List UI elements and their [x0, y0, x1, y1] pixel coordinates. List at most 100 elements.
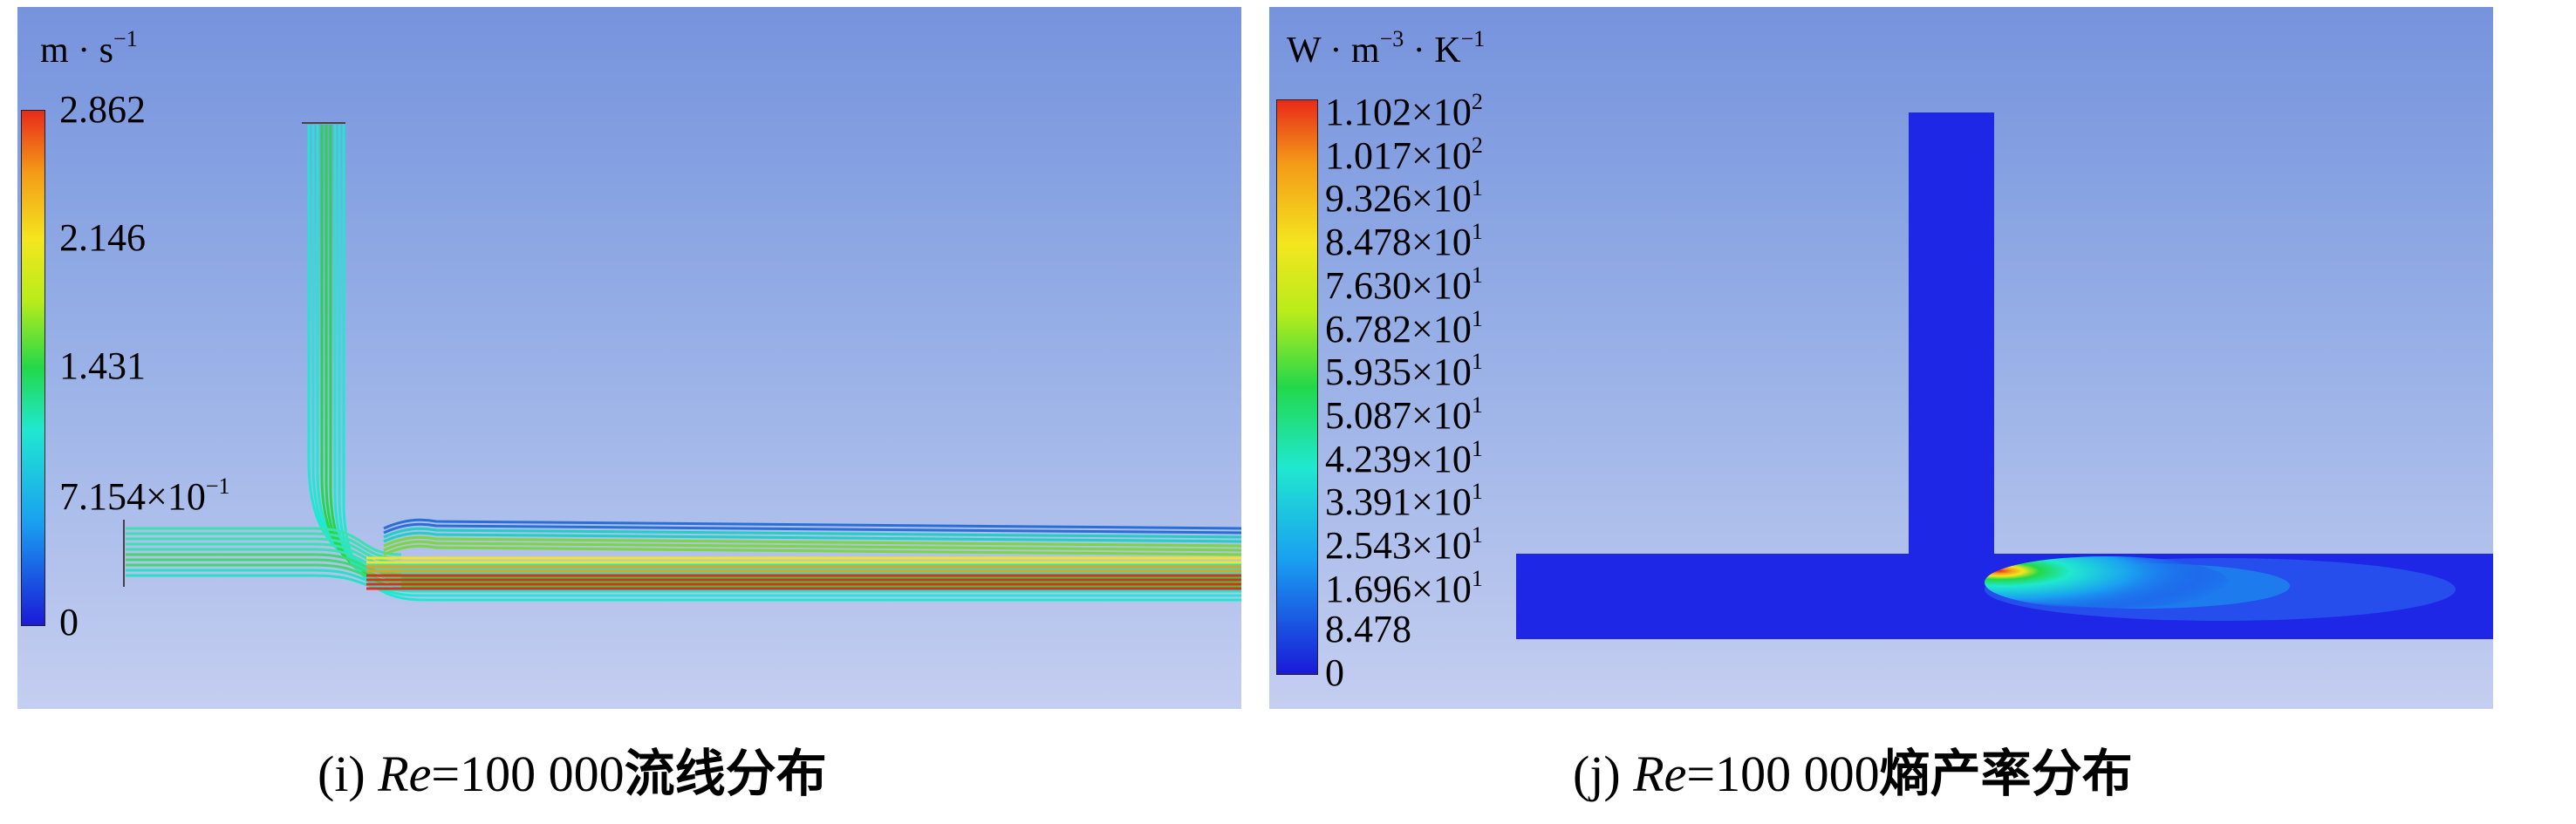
- entropy-unit: W · m−3 · K−1: [1287, 26, 1485, 72]
- tick-exponent: 1: [1471, 392, 1483, 418]
- colorbar-tick: 2.543×101: [1325, 524, 1483, 565]
- recirculation-streamline: [383, 527, 1241, 539]
- tick-value: 1.102×10: [1325, 91, 1472, 133]
- tick-value: 9.326×10: [1325, 177, 1472, 221]
- unit-m: m: [1350, 31, 1380, 71]
- tick-exponent: 1: [1471, 435, 1483, 461]
- caption-label: (j): [1573, 746, 1621, 802]
- tick-value: 4.239×10: [1325, 437, 1472, 480]
- colorbar-tick: 0: [59, 603, 79, 642]
- unit-exp-m: −3: [1379, 26, 1404, 51]
- unit-w: W: [1287, 31, 1321, 71]
- tick-value: 1.017×10: [1325, 133, 1472, 177]
- caption-re: Re: [1633, 746, 1687, 802]
- recirculation-streamline: [383, 518, 1241, 530]
- tick-value: 2.862: [59, 88, 146, 131]
- recirculation-streamline: [383, 540, 1241, 552]
- colorbar-tick: 1.102×102: [1325, 91, 1483, 132]
- unit-dot: ·: [1329, 31, 1343, 71]
- unit-dot: ·: [78, 31, 91, 71]
- tick-exponent: 1: [1471, 175, 1483, 201]
- tick-value: 1.696×10: [1325, 567, 1472, 610]
- entropy-hotspot: [1985, 556, 2229, 609]
- inflow-streamline: [126, 548, 402, 572]
- recirculation-streamline: [383, 531, 1241, 543]
- colorbar-tick: 7.630×101: [1325, 262, 1483, 307]
- tick-exponent: 1: [1471, 305, 1483, 331]
- entropy-panel: W · m−3 · K−1 1.102×102 1.017×102 9.326×10…: [1269, 7, 2493, 709]
- caption-label: (i): [318, 746, 366, 802]
- tick-exponent: 1: [1471, 219, 1483, 245]
- inflow-streamline: [126, 553, 402, 575]
- branch-streamline: [307, 125, 1241, 567]
- tick-value: 7.154×10: [59, 475, 206, 518]
- tick-value: 8.478: [1325, 608, 1411, 651]
- inflow-streamline: [126, 558, 402, 580]
- main-streamlines: [126, 527, 1241, 591]
- inflow-streamline: [126, 563, 402, 583]
- colorbar-tick: 1.431: [59, 347, 146, 385]
- tick-exponent: 2: [1471, 132, 1483, 158]
- tick-value: 2.146: [59, 216, 146, 259]
- tick-value: 1.431: [59, 344, 146, 387]
- recirculation-streamline: [383, 522, 1241, 535]
- tick-value: 5.935×10: [1325, 351, 1472, 394]
- tick-exponent: 1: [1471, 565, 1483, 591]
- tick-value: 5.087×10: [1325, 393, 1472, 437]
- streamline-panel: m · s−1 2.862 2.146 1.431 7.154×10−1 0: [17, 7, 1241, 709]
- tick-value: 3.391×10: [1325, 480, 1472, 524]
- caption-title: 熵产率分布: [1879, 744, 2133, 803]
- caption-j: (j) Re=100 000熵产率分布: [1573, 732, 2133, 806]
- pipe-outline: [123, 122, 345, 587]
- colorbar-tick: 8.478×101: [1325, 221, 1483, 262]
- branch-streamline: [320, 125, 1241, 580]
- branch-pipe: [1909, 112, 1994, 561]
- tick-value: 2.543×10: [1325, 524, 1472, 567]
- caption-re: Re: [378, 746, 432, 802]
- branch-streamline: [325, 125, 1241, 584]
- tick-exponent: 1: [1471, 522, 1483, 548]
- unit-m: m: [40, 31, 69, 71]
- tick-exponent: 1: [1471, 262, 1483, 288]
- streamline-plot: [123, 122, 1241, 602]
- unit-dot2: ·: [1404, 31, 1425, 71]
- unit-s: s: [99, 31, 114, 71]
- colorbar-tick: 8.478: [1325, 610, 1411, 649]
- velocity-unit: m · s−1: [40, 26, 138, 72]
- colorbar-tick: 5.935×101: [1325, 351, 1483, 392]
- tick-value: 0: [1325, 651, 1344, 695]
- unit-exp-k: −1: [1460, 26, 1486, 51]
- branch-streamline: [311, 125, 1241, 571]
- unit-exp: −1: [113, 26, 138, 51]
- colorbar-tick: 6.782×101: [1325, 305, 1483, 351]
- velocity-colorbar: [21, 110, 45, 626]
- branch-streamline: [316, 125, 1241, 575]
- recirculation-streamline: [383, 535, 1241, 548]
- tick-value: 7.630×10: [1325, 263, 1472, 307]
- colorbar-tick: 0: [1325, 654, 1344, 692]
- branch-streamline: [329, 125, 1241, 589]
- colorbar-tick: 4.239×101: [1325, 435, 1483, 480]
- recirculation-streamline: [383, 544, 1241, 556]
- tick-value: 6.782×10: [1325, 307, 1472, 351]
- colorbar-tick: 2.862: [59, 91, 146, 129]
- inflow-streamline: [126, 542, 402, 568]
- tick-exponent: 1: [1471, 349, 1483, 375]
- unit-k: K: [1434, 31, 1461, 71]
- colorbar-tick: 9.326×101: [1325, 177, 1483, 218]
- colorbar-tick: 2.146: [59, 219, 146, 257]
- colorbar-tick: 7.154×10−1: [59, 475, 230, 516]
- caption-i: (i) Re=100 000流线分布: [318, 732, 827, 806]
- caption-value: =100 000: [431, 746, 625, 802]
- recirculation-streamlines: [383, 518, 1241, 556]
- tick-exponent: −1: [205, 473, 230, 499]
- tick-exponent: 1: [1471, 479, 1483, 505]
- colorbar-tick: 3.391×101: [1325, 480, 1483, 521]
- tick-value: 0: [59, 601, 79, 644]
- entropy-colorbar: [1276, 99, 1318, 675]
- entropy-field: [1516, 112, 2493, 639]
- tick-value: 8.478×10: [1325, 221, 1472, 264]
- caption-title: 流线分布: [624, 744, 827, 803]
- tick-exponent: 2: [1471, 89, 1483, 114]
- caption-value: =100 000: [1686, 746, 1880, 802]
